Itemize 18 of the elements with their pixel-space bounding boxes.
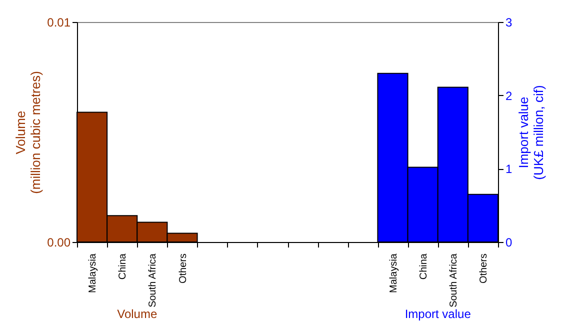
- y2-tick-label: 2: [506, 88, 512, 103]
- y-tick-label: 0.00: [47, 236, 71, 250]
- x-tick-label: South Africa: [148, 253, 159, 308]
- x-tick-label: South Africa: [448, 253, 460, 308]
- x-tick-label: China: [118, 253, 129, 280]
- x-tick-label: Malaysia: [88, 253, 99, 293]
- y-axis-title: Volume (million cubic metres): [13, 71, 44, 194]
- x-tick-label: Others: [178, 254, 189, 284]
- text: Import value: [404, 307, 472, 321]
- y2-tick-label: 3: [506, 16, 512, 30]
- y2-axis-title: Import value (UK£ million, cif): [516, 85, 546, 180]
- text: Volume: [117, 307, 158, 321]
- y-tick-label: 0.01: [47, 16, 71, 30]
- x-tick-label: Others: [478, 254, 490, 284]
- y2-tick-label: 1: [506, 162, 512, 176]
- x-tick-label: Malaysia: [388, 253, 400, 293]
- y2-tick-label: 0: [506, 236, 512, 250]
- x-tick-label: China: [418, 253, 430, 280]
